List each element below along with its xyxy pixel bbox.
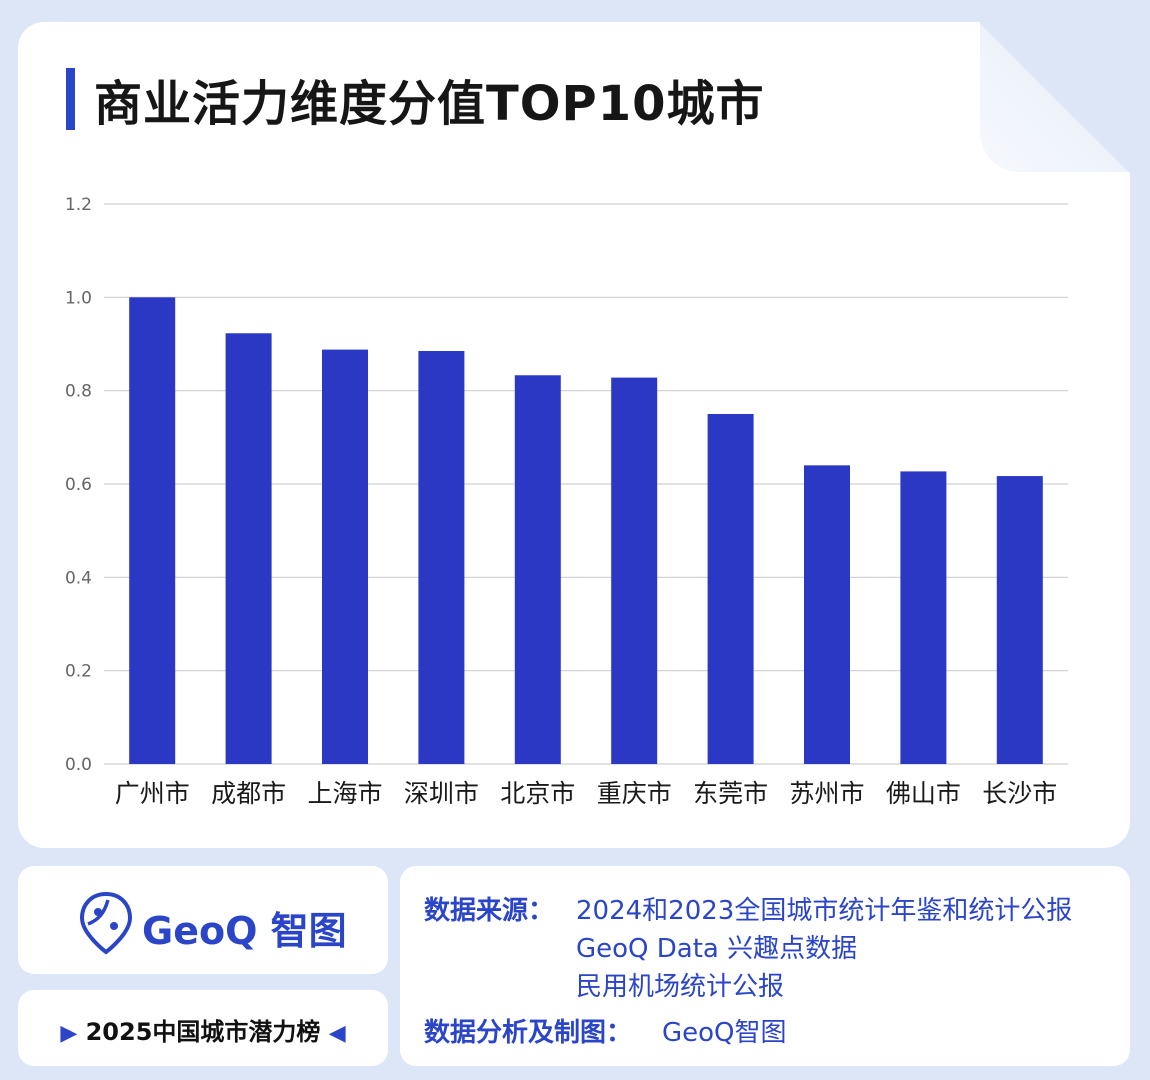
bar [129, 297, 176, 764]
x-category-label: 东莞市 [693, 779, 768, 808]
bar [514, 375, 561, 764]
y-tick-label: 0.4 [65, 568, 92, 588]
x-category-label: 重庆市 [597, 779, 672, 808]
x-category-label: 苏州市 [789, 779, 864, 808]
x-category-label: 上海市 [307, 779, 382, 808]
y-tick-label: 1.2 [65, 195, 92, 215]
triangle-right-icon: ▶ [60, 1021, 78, 1046]
bar [996, 476, 1043, 764]
y-tick-label: 0.6 [65, 475, 92, 495]
y-tick-label: 0.8 [65, 382, 92, 402]
bar [611, 377, 658, 764]
chart-card: 商业活力维度分值TOP10城市 0.0 0.2 0.4 0.6 0.8 1.0 1.2 广州市… [18, 22, 1130, 848]
source-info-card: 数据来源： 2024和2023全国城市统计年鉴和统计公报 GeoQ Data 兴… [400, 866, 1130, 1066]
ranking-card: ▶ 2025中国城市潜力榜 ◀ [18, 990, 388, 1066]
triangle-left-icon: ◀ [328, 1021, 346, 1046]
x-category-label: 深圳市 [404, 779, 479, 808]
geoq-logo-icon [79, 891, 133, 955]
y-tick-label: 1.0 [65, 288, 92, 308]
chart-title: 商业活力维度分值TOP10城市 [94, 76, 765, 132]
bar [322, 349, 368, 764]
bar [707, 414, 754, 764]
bar [225, 333, 272, 764]
author-value: GeoQ智图 [662, 1018, 787, 1048]
bar [418, 351, 465, 764]
title-accent-bar [66, 68, 75, 130]
bar [804, 465, 850, 764]
ranking-banner: ▶ 2025中国城市潜力榜 ◀ [18, 1012, 388, 1047]
x-category-label: 佛山市 [886, 779, 961, 808]
bar [900, 471, 947, 764]
logo-text: GeoQ 智图 [142, 909, 347, 953]
y-tick-label: 0.0 [65, 755, 92, 775]
x-category-label: 广州市 [115, 779, 190, 808]
y-tick-label: 0.2 [65, 662, 92, 682]
x-category-label: 成都市 [211, 779, 286, 808]
ranking-title: 2025中国城市潜力榜 [85, 1018, 321, 1046]
x-category-label: 长沙市 [982, 779, 1057, 808]
source-line: 2024和2023全国城市统计年鉴和统计公报 [576, 896, 1073, 926]
bar-chart: 0.0 0.2 0.4 0.6 0.8 1.0 1.2 广州市 成都市 上海市 深圳市 北京市 重庆市东… [65, 195, 1068, 808]
source-line: GeoQ Data 兴趣点数据 [576, 934, 858, 964]
logo-card: GeoQ 智图 [18, 866, 388, 974]
x-category-label: 北京市 [500, 779, 575, 808]
source-label: 数据来源： [424, 896, 555, 926]
author-label: 数据分析及制图： [424, 1018, 633, 1048]
source-line: 民用机场统计公报 [576, 972, 785, 1002]
page-corner-fold [980, 22, 1130, 172]
